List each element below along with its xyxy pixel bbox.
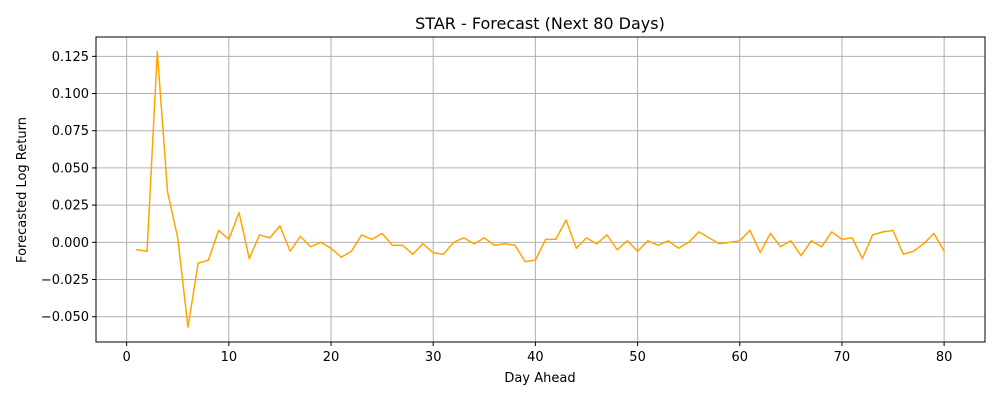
axis-ticks: 0 10 20 30 40 50 60 70 80 −0.050 −0.025 0.000 0.025 0… (41, 50, 953, 365)
y-tick-label: −0.025 (41, 273, 89, 288)
forecast-series-line (136, 51, 945, 328)
x-tick-label: 20 (323, 350, 340, 365)
x-tick-label: 50 (629, 350, 646, 365)
y-axis-label: Forecasted Log Return (15, 117, 30, 263)
x-tick-label: 0 (123, 350, 131, 365)
x-tick-label: 70 (834, 350, 851, 365)
y-tick-label: 0.125 (52, 50, 89, 65)
grid (96, 37, 985, 342)
y-tick-label: −0.050 (41, 310, 89, 325)
y-tick-label: 0.100 (52, 87, 89, 102)
y-tick-label: 0.075 (52, 124, 89, 139)
x-tick-label: 30 (425, 350, 442, 365)
x-tick-label: 10 (221, 350, 238, 365)
y-tick-label: 0.025 (52, 199, 89, 214)
x-axis-label: Day Ahead (504, 371, 575, 386)
x-tick-label: 40 (527, 350, 544, 365)
y-tick-label: 0.000 (52, 236, 89, 251)
y-tick-label: 0.050 (52, 161, 89, 176)
x-tick-label: 80 (936, 350, 953, 365)
plot-frame (95, 36, 986, 343)
series-layer (136, 51, 945, 328)
x-tick-label: 60 (731, 350, 748, 365)
chart-title: STAR - Forecast (Next 80 Days) (415, 14, 665, 33)
